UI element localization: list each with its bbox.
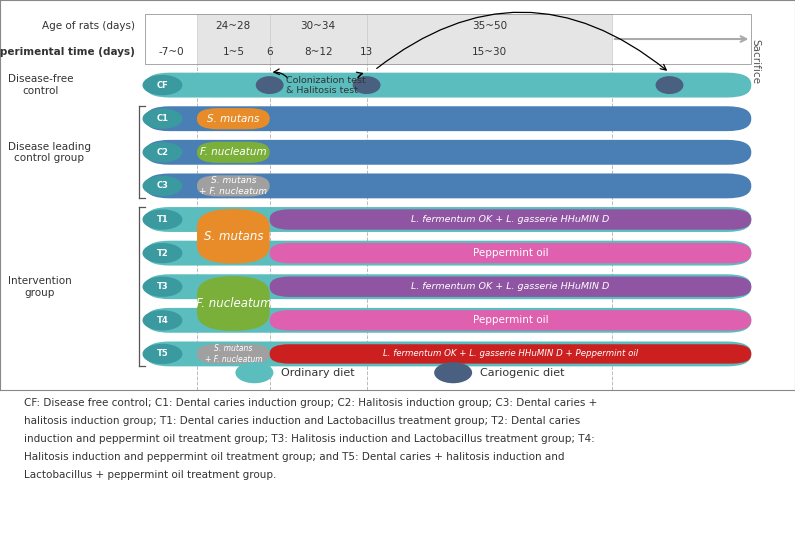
- FancyBboxPatch shape: [145, 341, 751, 366]
- Text: S. mutans
+ F. nucleatum: S. mutans + F. nucleatum: [200, 176, 267, 196]
- Ellipse shape: [256, 76, 284, 94]
- Text: -7~0: -7~0: [158, 47, 184, 57]
- Text: 24~28: 24~28: [215, 21, 251, 31]
- Text: L. fermentum OK + L. gasserie HHuMIN D: L. fermentum OK + L. gasserie HHuMIN D: [411, 282, 610, 291]
- Text: Colonization test
& Halitosis test: Colonization test & Halitosis test: [285, 76, 366, 95]
- Text: Cariogenic diet: Cariogenic diet: [480, 367, 564, 378]
- FancyBboxPatch shape: [197, 142, 270, 163]
- Text: CF: CF: [157, 81, 169, 89]
- FancyBboxPatch shape: [145, 173, 751, 198]
- Text: Disease-free
control: Disease-free control: [8, 74, 73, 96]
- Text: 8~12: 8~12: [304, 47, 332, 57]
- Text: Ordinary diet: Ordinary diet: [281, 367, 355, 378]
- Text: C2: C2: [157, 148, 169, 157]
- Text: Age of rats (days): Age of rats (days): [42, 21, 135, 31]
- FancyBboxPatch shape: [366, 14, 612, 64]
- Text: C1: C1: [157, 114, 169, 123]
- Circle shape: [143, 210, 182, 229]
- Text: 15~30: 15~30: [471, 47, 507, 57]
- Text: 35~50: 35~50: [471, 21, 507, 31]
- Circle shape: [143, 143, 182, 162]
- Text: 13: 13: [360, 47, 373, 57]
- Circle shape: [143, 109, 182, 128]
- Text: F. nucleatum: F. nucleatum: [196, 297, 271, 310]
- FancyBboxPatch shape: [145, 241, 751, 266]
- Text: Peppermint oil: Peppermint oil: [473, 315, 549, 325]
- Ellipse shape: [353, 76, 381, 94]
- Text: T1: T1: [157, 215, 169, 224]
- FancyBboxPatch shape: [145, 308, 751, 333]
- FancyBboxPatch shape: [197, 14, 270, 64]
- FancyBboxPatch shape: [270, 243, 751, 263]
- Text: T2: T2: [157, 249, 169, 257]
- FancyBboxPatch shape: [197, 176, 270, 196]
- FancyBboxPatch shape: [145, 73, 751, 98]
- Text: Sacrifice: Sacrifice: [750, 39, 760, 84]
- FancyBboxPatch shape: [270, 310, 751, 331]
- FancyBboxPatch shape: [197, 276, 270, 331]
- Text: Disease leading
control group: Disease leading control group: [8, 141, 91, 163]
- Text: C3: C3: [157, 182, 169, 190]
- FancyBboxPatch shape: [197, 209, 270, 263]
- Text: L. fermentum OK + L. gasserie HHuMIN D + Peppermint oil: L. fermentum OK + L. gasserie HHuMIN D +…: [383, 350, 638, 358]
- Ellipse shape: [235, 362, 273, 383]
- FancyBboxPatch shape: [197, 108, 270, 129]
- Circle shape: [143, 177, 182, 195]
- Text: S. mutans: S. mutans: [207, 114, 259, 124]
- Ellipse shape: [656, 76, 684, 94]
- Circle shape: [143, 345, 182, 363]
- FancyBboxPatch shape: [145, 106, 751, 131]
- FancyBboxPatch shape: [270, 344, 751, 364]
- Circle shape: [143, 76, 182, 94]
- Text: CF: Disease free control; C1: Dental caries induction group; C2: Halitosis induc: CF: Disease free control; C1: Dental car…: [24, 398, 597, 480]
- FancyBboxPatch shape: [145, 274, 751, 299]
- Circle shape: [143, 244, 182, 262]
- Text: S. mutans: S. mutans: [204, 230, 263, 243]
- Text: F. nucleatum: F. nucleatum: [200, 147, 266, 157]
- FancyBboxPatch shape: [197, 344, 270, 364]
- Text: T4: T4: [157, 316, 169, 325]
- FancyBboxPatch shape: [145, 140, 751, 165]
- Circle shape: [143, 278, 182, 296]
- Ellipse shape: [434, 362, 472, 383]
- FancyBboxPatch shape: [145, 207, 751, 232]
- FancyBboxPatch shape: [270, 209, 751, 230]
- Text: Experimental time (days): Experimental time (days): [0, 47, 135, 57]
- Text: 6: 6: [266, 47, 273, 57]
- FancyBboxPatch shape: [270, 14, 366, 64]
- Text: Peppermint oil: Peppermint oil: [473, 248, 549, 258]
- Text: Intervention
group: Intervention group: [8, 276, 72, 298]
- Circle shape: [143, 311, 182, 330]
- FancyBboxPatch shape: [270, 276, 751, 297]
- Text: S. mutans
+ F. nucleatum: S. mutans + F. nucleatum: [204, 344, 262, 364]
- Text: L. fermentum OK + L. gasserie HHuMIN D: L. fermentum OK + L. gasserie HHuMIN D: [411, 215, 610, 224]
- Text: 1~5: 1~5: [223, 47, 244, 57]
- Text: 30~34: 30~34: [301, 21, 335, 31]
- Text: T3: T3: [157, 282, 169, 291]
- Text: T5: T5: [157, 350, 169, 358]
